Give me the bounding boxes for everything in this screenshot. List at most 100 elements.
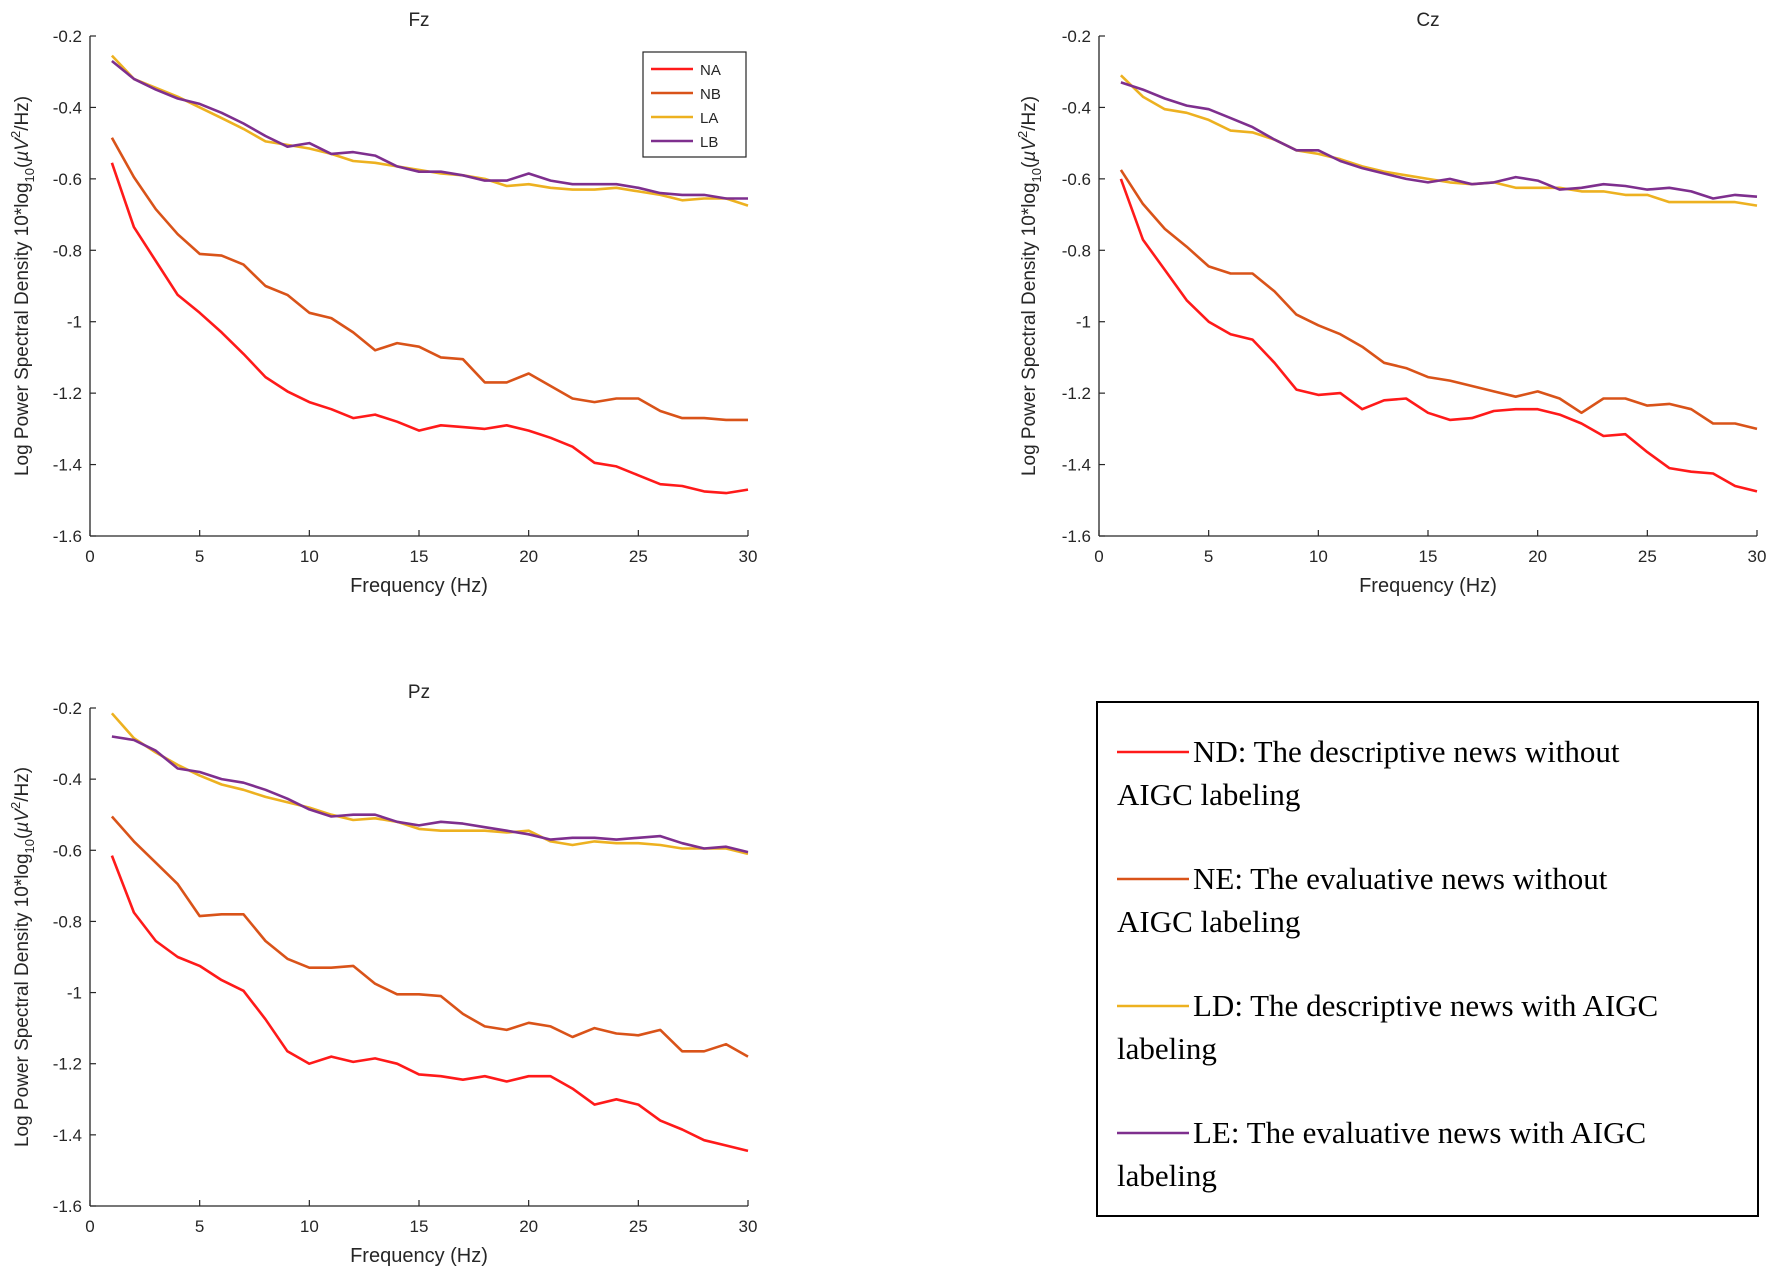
y-tick-label: -1.4 — [1062, 456, 1091, 475]
y-tick-label: -1.2 — [1062, 384, 1091, 403]
x-tick-label: 20 — [1528, 547, 1547, 566]
x-tick-label: 10 — [300, 547, 319, 566]
series-line-lb — [111, 735, 749, 854]
chart-title: Cz — [1416, 10, 1439, 31]
x-axis-label: Frequency (Hz) — [1359, 575, 1497, 597]
y-axis-label-part: /Hz) — [1019, 96, 1040, 131]
side-legend: ND: The descriptive news without AIGC lab… — [1096, 701, 1759, 1217]
y-axis-label-part: Log Power Spectral Density 10*log — [1019, 182, 1040, 476]
x-tick-label: 20 — [519, 547, 538, 566]
y-tick-label: -0.2 — [53, 699, 82, 718]
series-line-na — [110, 855, 749, 1153]
y-axis-label-part: ( — [1019, 161, 1040, 168]
side-legend-text-2: LD: The descriptive news with AIGC labeli… — [1117, 988, 1658, 1066]
y-tick-label: -1.6 — [53, 1197, 82, 1216]
y-tick-label: -0.2 — [53, 27, 82, 46]
y-tick-label: -0.8 — [1062, 241, 1091, 260]
x-tick-label: 0 — [85, 547, 94, 566]
chart-title: Fz — [408, 10, 429, 31]
chart-title: Pz — [408, 682, 430, 703]
side-legend-box — [1096, 701, 1759, 1217]
x-tick-label: 25 — [629, 547, 648, 566]
x-tick-label: 30 — [1748, 547, 1767, 566]
side-legend-line-2: AIGC labeling — [1117, 777, 1300, 812]
y-axis-label-part: 10 — [22, 168, 37, 182]
chart-panel-fz: Fz -0.2 -0.4 -0.6 -0.8 -1 -1.2 -1.4 -1.60 5 10 15 20… — [8, 10, 757, 597]
y-tick-label: -0.8 — [53, 912, 82, 931]
side-legend-line-1: ND: The descriptive news without — [1193, 734, 1620, 769]
y-axis-label: Log Power Spectral Density 10*log10(µV2/… — [8, 767, 37, 1147]
legend-label-lb: LB — [700, 134, 718, 151]
series-line-la — [110, 712, 749, 856]
chart-panel-cz: Cz -0.2 -0.4 -0.6 -0.8 -1 -1.2 -1.4 -1.60 5 10 15 20… — [1015, 10, 1766, 597]
y-tick-label: -1.6 — [53, 527, 82, 546]
y-tick-label: -0.8 — [53, 241, 82, 260]
y-axis-label-part: µV — [12, 136, 33, 163]
series-line-na — [110, 162, 749, 495]
series-line-nb — [110, 137, 748, 422]
x-tick-label: 25 — [629, 1217, 648, 1236]
y-tick-label: -0.2 — [1062, 27, 1091, 46]
y-tick-label: -0.6 — [53, 170, 82, 189]
side-legend-line-1: LD: The descriptive news with AIGC — [1193, 988, 1658, 1023]
series-line-lb — [111, 59, 748, 200]
y-axis-label: Log Power Spectral Density 10*log10(µV2/… — [8, 96, 37, 476]
chart-panel-pz: Pz -0.2 -0.4 -0.6 -0.8 -1 -1.2 -1.4 -1.60 5 10 15 20… — [8, 682, 757, 1267]
legend-label-na: NA — [700, 62, 721, 79]
x-tick-label: 0 — [85, 1217, 94, 1236]
side-legend-text-1: NE: The evaluative news without AIGC labe… — [1117, 861, 1608, 939]
x-tick-label: 10 — [300, 1217, 319, 1236]
y-axis-label-part: 2 — [8, 802, 23, 809]
side-legend-line-2: labeling — [1117, 1031, 1217, 1066]
x-tick-label: 30 — [739, 1217, 758, 1236]
x-axis-label: Frequency (Hz) — [350, 575, 488, 597]
y-tick-label: -0.4 — [1062, 98, 1091, 117]
x-tick-label: 0 — [1094, 547, 1103, 566]
y-tick-label: -0.4 — [53, 98, 82, 117]
series-line-na — [1119, 178, 1758, 493]
y-tick-label: -0.6 — [53, 841, 82, 860]
series-line-nb — [110, 815, 749, 1058]
series-line-la — [1119, 74, 1758, 207]
side-legend-line-1: NE: The evaluative news without — [1193, 861, 1608, 896]
inner-legend: NA NB LA LB — [642, 51, 747, 158]
y-axis-label-part: 2 — [8, 131, 23, 138]
side-legend-line-2: AIGC labeling — [1117, 904, 1300, 939]
y-axis-label-part: 10 — [22, 839, 37, 853]
x-tick-label: 5 — [195, 547, 204, 566]
x-tick-label: 5 — [1204, 547, 1213, 566]
y-axis-label-part: /Hz) — [12, 96, 33, 131]
y-axis-label-part: /Hz) — [12, 767, 33, 802]
y-tick-label: -1.4 — [53, 1126, 82, 1145]
x-tick-label: 5 — [195, 1217, 204, 1236]
y-axis-label-part: Log Power Spectral Density 10*log — [12, 182, 33, 476]
legend-label-nb: NB — [700, 86, 721, 103]
x-axis-label: Frequency (Hz) — [350, 1245, 488, 1267]
series-line-nb — [1119, 169, 1758, 431]
side-legend-text-3: LE: The evaluative news with AIGC labelin… — [1117, 1115, 1646, 1193]
y-tick-label: -1.4 — [53, 456, 82, 475]
x-tick-label: 15 — [410, 547, 429, 566]
y-axis-label: Log Power Spectral Density 10*log10(µV2/… — [1015, 96, 1044, 476]
y-tick-label: -1 — [1076, 313, 1091, 332]
x-tick-label: 30 — [739, 547, 758, 566]
side-legend-line-2: labeling — [1117, 1158, 1217, 1193]
series-line-lb — [1120, 81, 1758, 200]
y-tick-label: -1.2 — [53, 1055, 82, 1074]
x-tick-label: 10 — [1309, 547, 1328, 566]
y-tick-label: -1 — [67, 984, 82, 1003]
y-axis-label-part: µV — [12, 807, 33, 834]
y-tick-label: -1.2 — [53, 384, 82, 403]
y-axis-label-part: Log Power Spectral Density 10*log — [12, 853, 33, 1147]
y-axis-label-part: ( — [12, 832, 33, 839]
x-tick-label: 25 — [1638, 547, 1657, 566]
side-legend-text-0: ND: The descriptive news without AIGC lab… — [1117, 734, 1620, 812]
x-tick-label: 15 — [1419, 547, 1438, 566]
y-axis-label-part: µV — [1019, 136, 1040, 163]
y-tick-label: -1.6 — [1062, 527, 1091, 546]
x-tick-label: 20 — [519, 1217, 538, 1236]
y-tick-label: -1 — [67, 313, 82, 332]
y-axis-label-part: 2 — [1015, 131, 1030, 138]
y-axis-label-part: 10 — [1029, 168, 1044, 182]
